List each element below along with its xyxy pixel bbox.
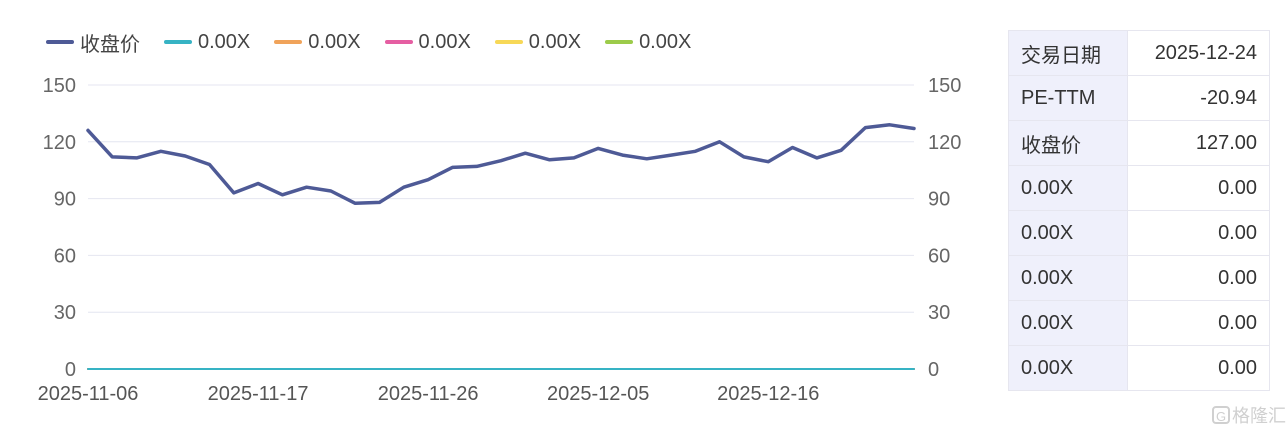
info-key: PE-TTM [1008, 75, 1128, 121]
info-key: 0.00X [1008, 345, 1128, 391]
info-value: -20.94 [1127, 75, 1270, 121]
info-value: 127.00 [1127, 120, 1270, 166]
y-tick-label-right: 150 [928, 75, 961, 97]
y-tick-label-left: 0 [65, 359, 76, 381]
series-line-close-price [86, 123, 916, 206]
x-tick-label: 2025-11-17 [208, 383, 309, 405]
legend-label: 0.00X [308, 30, 361, 53]
line-chart: 0 0 30 30 60 60 90 90 120 120 150 150 2025-11-06 2025… [38, 75, 962, 405]
info-row: PE-TTM -20.94 [1008, 75, 1270, 121]
legend-swatch [384, 40, 413, 44]
y-tick-label-left: 120 [43, 132, 76, 154]
legend-item-series-4[interactable]: 0.00X [384, 30, 471, 54]
info-value: 0.00 [1127, 210, 1270, 256]
watermark: G 格隆汇 [1212, 402, 1286, 428]
legend-swatch [605, 40, 634, 44]
chart-legend: 收盘价 0.00X 0.00X 0.00X 0.00X 0.00X [46, 28, 715, 56]
x-tick-label: 2025-12-05 [547, 383, 649, 405]
y-tick-label-left: 90 [54, 189, 76, 211]
y-tick-label-right: 30 [928, 302, 950, 324]
legend-swatch [164, 40, 192, 44]
info-row: 交易日期 2025-12-24 [1008, 30, 1270, 76]
info-key: 收盘价 [1008, 120, 1128, 166]
legend-item-series-5[interactable]: 0.00X [494, 30, 582, 54]
info-value: 0.00 [1127, 300, 1270, 346]
info-key: 0.00X [1008, 165, 1128, 211]
info-value: 0.00 [1127, 165, 1270, 211]
info-value: 0.00 [1127, 345, 1270, 391]
y-tick-label-right: 0 [928, 359, 939, 381]
info-table: 交易日期 2025-12-24 PE-TTM -20.94 收盘价 127.00 0.… [1008, 30, 1270, 391]
y-tick-label-left: 30 [54, 302, 76, 324]
legend-item-series-3[interactable]: 0.00X [274, 30, 361, 54]
legend-item-series-6[interactable]: 0.00X [605, 31, 691, 54]
info-row: 收盘价 127.00 [1008, 120, 1270, 166]
y-tick-label-left: 150 [43, 75, 76, 97]
info-value: 0.00 [1127, 255, 1270, 301]
y-tick-label-right: 90 [928, 189, 950, 211]
info-row: 0.00X 0.00 [1008, 255, 1270, 301]
watermark-text: 格隆汇 [1232, 406, 1286, 426]
legend-label: 0.00X [418, 30, 471, 53]
info-key: 0.00X [1008, 300, 1128, 346]
info-row: 0.00X 0.00 [1008, 300, 1270, 346]
info-row: 0.00X 0.00 [1008, 345, 1270, 391]
legend-swatch [46, 40, 74, 44]
legend-item-series-2[interactable]: 0.00X [164, 31, 250, 54]
legend-item-close-price[interactable]: 收盘价 [46, 28, 140, 57]
x-tick-label: 2025-12-16 [717, 383, 819, 405]
x-tick-label: 2025-11-06 [38, 383, 139, 405]
y-tick-label-right: 120 [928, 132, 961, 154]
brand-logo-icon: G [1212, 406, 1230, 424]
x-tick-label: 2025-11-26 [378, 383, 479, 405]
info-row: 0.00X 0.00 [1008, 165, 1270, 211]
info-value: 2025-12-24 [1127, 30, 1270, 76]
y-tick-label-right: 60 [928, 245, 950, 267]
legend-label: 0.00X [198, 30, 251, 53]
legend-swatch [494, 40, 523, 44]
info-key: 0.00X [1008, 210, 1128, 256]
legend-label: 0.00X [528, 30, 582, 53]
info-key: 0.00X [1008, 255, 1128, 301]
y-tick-label-left: 60 [54, 245, 76, 267]
legend-swatch [274, 40, 303, 44]
info-key: 交易日期 [1008, 30, 1128, 76]
legend-label: 0.00X [639, 30, 692, 53]
legend-label: 收盘价 [80, 33, 140, 56]
info-row: 0.00X 0.00 [1008, 210, 1270, 256]
